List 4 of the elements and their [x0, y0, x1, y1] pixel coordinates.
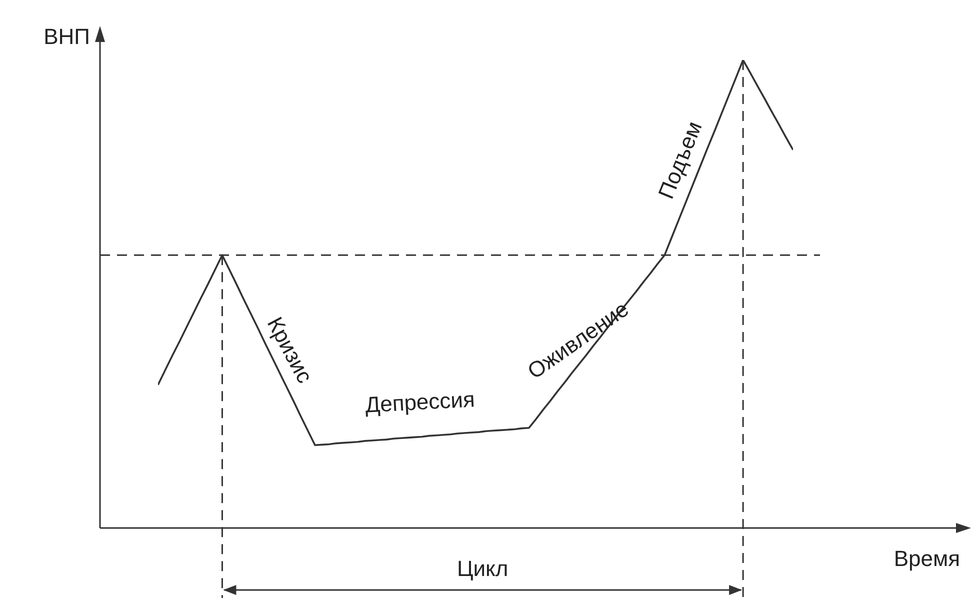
text: Цикл: [456, 556, 508, 581]
x-axis-title: Время: [894, 546, 960, 571]
y-axis-title: ВНП: [44, 24, 90, 49]
annotation: Депрессия: [364, 386, 476, 418]
